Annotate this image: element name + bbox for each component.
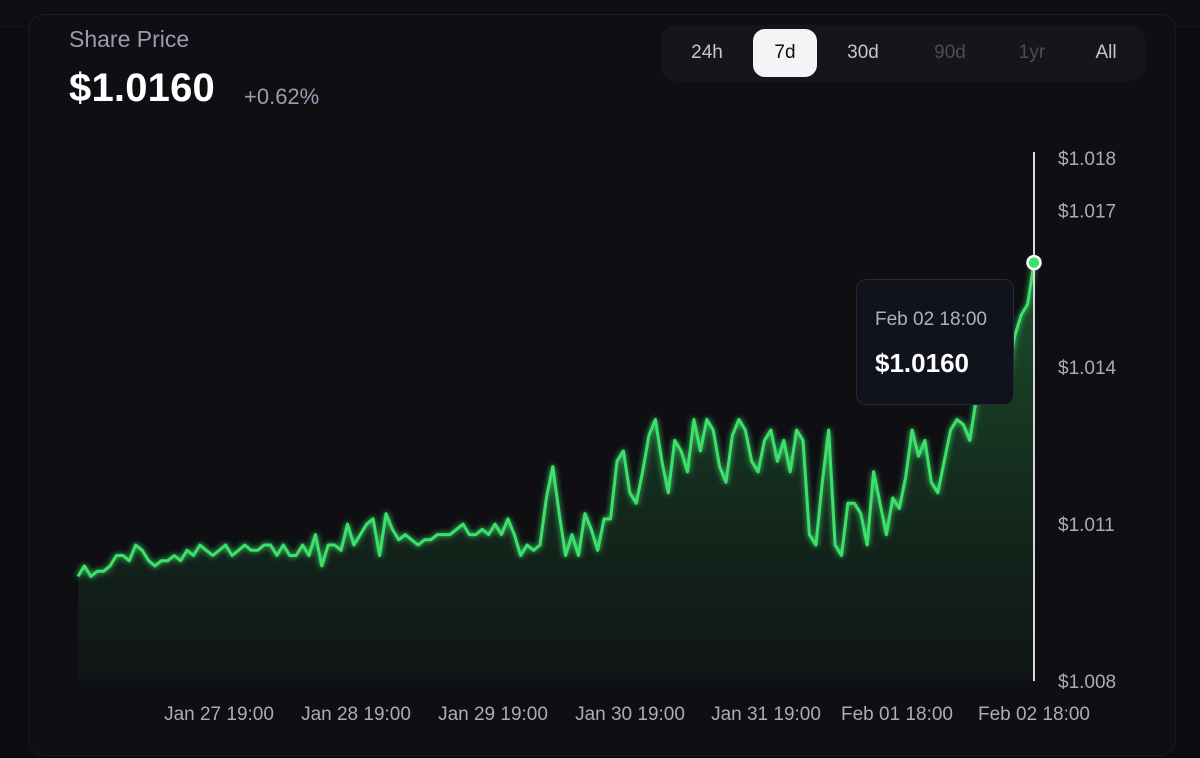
range-button-90d[interactable]: 90d bbox=[934, 42, 966, 63]
range-button-all[interactable]: All bbox=[1095, 42, 1117, 63]
x-tick-label: Jan 31 19:00 bbox=[711, 704, 821, 725]
range-button-24h[interactable]: 24h bbox=[691, 42, 723, 63]
x-tick-label: Jan 30 19:00 bbox=[575, 704, 685, 725]
x-tick-label: Jan 27 19:00 bbox=[164, 704, 274, 725]
current-price: $1.0160 bbox=[69, 66, 215, 110]
range-button-30d[interactable]: 30d bbox=[847, 42, 879, 63]
x-tick-label: Feb 02 18:00 bbox=[978, 704, 1090, 725]
chart-title: Share Price bbox=[69, 26, 190, 52]
y-axis: $1.018 $1.017 $1.014 $1.011 $1.008 bbox=[1058, 149, 1117, 693]
tooltip-date: Feb 02 18:00 bbox=[875, 309, 987, 330]
x-tick-label: Jan 29 19:00 bbox=[438, 704, 548, 725]
y-tick-label: $1.014 bbox=[1058, 358, 1117, 379]
price-area-fill bbox=[78, 262, 1034, 681]
x-tick-label: Feb 01 18:00 bbox=[841, 704, 953, 725]
range-button-1yr[interactable]: 1yr bbox=[1018, 42, 1046, 63]
price-change: +0.62% bbox=[244, 84, 320, 109]
x-axis: Jan 27 19:00 Jan 28 19:00 Jan 29 19:00 Jan … bbox=[164, 704, 1090, 725]
tooltip-value: $1.0160 bbox=[875, 348, 969, 378]
time-range-selector: 24h 7d 30d 90d 1yr All bbox=[661, 25, 1145, 81]
y-tick-label: $1.011 bbox=[1058, 515, 1115, 536]
y-tick-label: $1.017 bbox=[1058, 201, 1116, 222]
y-tick-label: $1.008 bbox=[1058, 672, 1116, 693]
price-line bbox=[76, 262, 1036, 578]
range-button-7d[interactable]: 7d bbox=[753, 29, 817, 77]
y-tick-label: $1.018 bbox=[1058, 149, 1116, 170]
x-tick-label: Jan 28 19:00 bbox=[301, 704, 411, 725]
hover-point-marker[interactable] bbox=[1026, 254, 1042, 271]
hover-tooltip: Feb 02 18:00 $1.0160 bbox=[856, 279, 1014, 405]
